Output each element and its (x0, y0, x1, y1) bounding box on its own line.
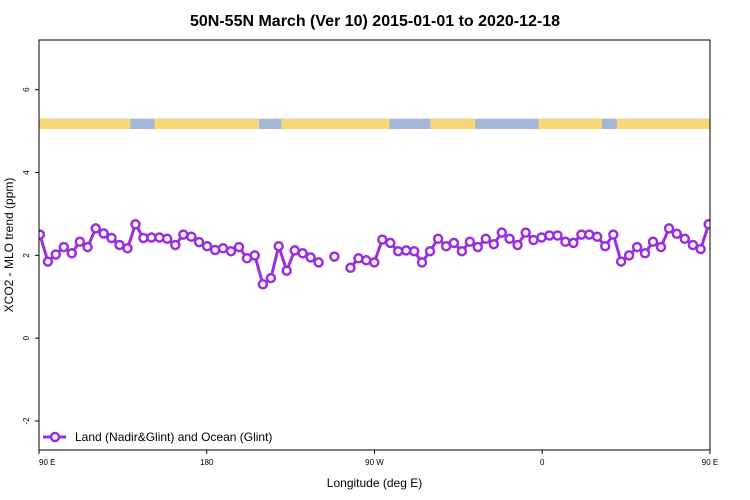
x-tick-label-2: 90 W (365, 458, 384, 467)
data-point-33 (297, 248, 308, 259)
y-tick-label-4: 6 (22, 87, 31, 92)
data-point-68 (591, 231, 603, 242)
x-tick-label-3: 0 (540, 458, 545, 467)
x-axis-label: Longitude (deg E) (327, 476, 422, 490)
data-point-63 (552, 230, 563, 241)
data-point-87 (745, 241, 750, 249)
data-point-42 (385, 237, 396, 249)
data-point-29 (265, 272, 277, 284)
data-point-78 (671, 228, 683, 240)
data-point-27 (249, 250, 261, 261)
data-point-8 (98, 228, 109, 239)
data-point-56 (496, 227, 508, 238)
data-point-25 (233, 241, 245, 253)
data-point-59 (520, 227, 531, 238)
data-point-20 (193, 236, 205, 248)
legend: Land (Nadir&Glint) and Ocean (Glint) (43, 430, 272, 444)
data-point-17 (170, 239, 181, 251)
y-tick-label-3: 4 (22, 170, 31, 175)
data-point-76 (655, 241, 667, 253)
data-point-7 (90, 223, 101, 234)
legend-marker (49, 431, 61, 443)
data-point-16 (161, 233, 173, 245)
land-segment-3 (430, 118, 476, 130)
data-point-46 (416, 257, 428, 268)
data-point-6 (82, 241, 93, 253)
data-point-84 (721, 234, 729, 242)
data-point-11 (122, 243, 133, 254)
data-point-1 (42, 256, 54, 267)
y-tick-label-0: -2 (22, 417, 31, 425)
data-point-65 (568, 237, 579, 249)
chart-title: 50N-55N March (Ver 10) 2015-01-01 to 202… (190, 13, 560, 30)
data-point-72 (623, 250, 635, 261)
data-point-40 (369, 257, 380, 268)
land-segment-0 (39, 118, 131, 130)
plot-frame (38, 39, 711, 451)
land-segment-1 (154, 118, 259, 130)
data-point-28 (257, 279, 269, 290)
data-point-37 (345, 262, 356, 274)
data-point-51 (456, 245, 468, 257)
data-point-81 (695, 243, 706, 255)
series-layer (39, 219, 750, 290)
data-point-77 (663, 223, 675, 234)
data-point-55 (488, 238, 500, 250)
data-point-73 (631, 241, 643, 253)
data-point-31 (281, 265, 292, 276)
y-tick-label-1: 0 (22, 335, 31, 340)
data-point-47 (424, 245, 436, 257)
data-point-4 (66, 248, 78, 259)
data-point-85 (729, 234, 737, 242)
data-point-52 (464, 236, 476, 247)
legend-label: Land (Nadir&Glint) and Ocean (Glint) (75, 430, 272, 444)
data-point-80 (687, 239, 699, 251)
land-ocean-mask (39, 118, 710, 130)
data-point-75 (647, 236, 659, 247)
data-point-71 (615, 256, 627, 267)
data-point-44 (400, 245, 412, 256)
data-point-9 (106, 232, 117, 244)
data-point-79 (679, 233, 691, 245)
data-point-54 (480, 233, 492, 245)
x-tick-label-1: 180 (200, 458, 214, 467)
data-point-61 (536, 232, 547, 243)
data-point-83 (713, 235, 721, 243)
data-point-53 (472, 241, 484, 253)
data-point-30 (273, 240, 284, 252)
land-segment-4 (538, 118, 602, 130)
land-segment-5 (616, 118, 710, 130)
data-point-50 (448, 237, 460, 249)
data-point-86 (737, 235, 745, 243)
data-point-34 (305, 252, 316, 263)
data-point-48 (432, 233, 444, 245)
land-segment-2 (281, 118, 390, 130)
data-point-12 (130, 219, 141, 230)
y-tick-label-2: 2 (22, 253, 31, 258)
data-point-74 (639, 248, 651, 259)
data-point-58 (512, 239, 523, 251)
data-point-0 (39, 229, 46, 240)
data-point-24 (225, 245, 237, 257)
data-point-2 (50, 249, 62, 260)
data-point-21 (201, 240, 213, 252)
data-point-64 (560, 236, 571, 247)
data-point-57 (504, 233, 515, 245)
x-tick-label-0: 90 E (39, 458, 55, 467)
data-point-69 (599, 240, 611, 252)
data-point-3 (58, 241, 70, 253)
data-point-70 (608, 229, 619, 240)
axis-ticks: 90 E 180 90 W 0 90 E -2 0 2 4 6 (22, 87, 718, 467)
y-axis-label: XCO2 - MLO trend (ppm) (2, 178, 16, 313)
data-point-36 (329, 251, 340, 262)
data-point-82 (703, 219, 710, 230)
data-point-43 (392, 245, 404, 257)
data-point-35 (313, 257, 324, 268)
data-point-19 (186, 231, 197, 242)
data-point-45 (408, 245, 420, 257)
data-point-5 (74, 236, 86, 247)
x-tick-label-4: 90 E (702, 458, 718, 467)
